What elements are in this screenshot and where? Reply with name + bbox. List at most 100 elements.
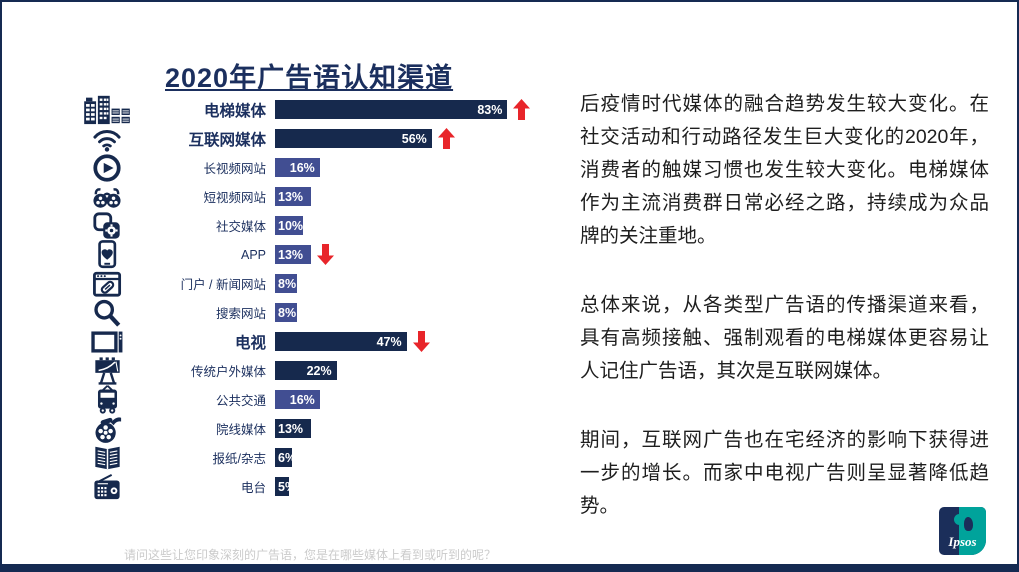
ipsos-logo: Ipsos xyxy=(939,507,986,555)
newspaper-icon xyxy=(80,443,134,472)
category-label: 电梯媒体 xyxy=(203,102,266,120)
bar-value-label: 13% xyxy=(278,421,304,436)
bar-value-label: 10% xyxy=(278,218,304,233)
chart-row: 社交媒体 10% xyxy=(80,211,550,240)
bar: 6% xyxy=(275,448,296,467)
social-media-icon xyxy=(80,211,134,241)
chart-row: 院线媒体 13% xyxy=(80,414,550,443)
film-reel-icon xyxy=(95,416,121,443)
film-reel-icon xyxy=(80,414,134,444)
trend-down-arrow-icon xyxy=(412,331,430,352)
bar: 83% xyxy=(275,100,508,119)
bar-value-label: 8% xyxy=(278,276,297,291)
news-portal-icon xyxy=(80,270,134,298)
bar: 56% xyxy=(275,129,432,148)
bar-value-label: 16% xyxy=(289,160,315,175)
bar-value-label: 5% xyxy=(278,479,297,494)
bus-icon xyxy=(80,384,134,415)
bar: 47% xyxy=(275,332,407,351)
chart-row: 电梯媒体 83% xyxy=(80,94,550,125)
footer-strip xyxy=(2,564,1017,570)
chart-row: 公共交通 16% xyxy=(80,385,550,414)
category-label: 互联网媒体 xyxy=(188,131,266,149)
search-icon xyxy=(80,298,134,328)
buildings-icon xyxy=(84,95,130,125)
chart-row: APP 13% xyxy=(80,240,550,269)
bar-value-label: 47% xyxy=(376,334,402,349)
bar: 16% xyxy=(275,390,320,409)
bar: 5% xyxy=(275,477,296,496)
trend-up-arrow xyxy=(437,128,455,149)
page-title: 2020年广告语认知渠道 xyxy=(165,63,454,94)
bar: 10% xyxy=(275,216,303,235)
chart-row: 短视频网站 13% xyxy=(80,182,550,211)
bar: 22% xyxy=(275,361,337,380)
play-video-icon xyxy=(93,153,121,182)
radio-icon xyxy=(94,473,120,499)
billboard-icon xyxy=(80,356,134,385)
survey-question-footnote: 请问这些让您印象深刻的广告语，您是在哪些媒体上看到或听到的呢？ xyxy=(124,548,497,562)
commentary-paragraph-3: 期间，互联网广告也在宅经济的影响下获得进一步的增长。而家中电视广告则呈显著降低趋… xyxy=(580,429,989,517)
binoculars-icon xyxy=(80,183,134,211)
search-icon xyxy=(94,299,121,327)
wifi-icon xyxy=(93,129,121,152)
bar-value-label: 6% xyxy=(278,450,297,465)
awareness-channel-bar-chart: 电梯媒体 83% 互联网媒体 56% 长视频网站 1 xyxy=(80,95,550,501)
binoculars-icon xyxy=(93,187,121,208)
trend-down-arrow xyxy=(412,331,430,352)
trend-up-arrow-icon xyxy=(437,128,455,149)
play-video-icon xyxy=(80,153,134,183)
chart-row: 传统户外媒体 22% xyxy=(80,356,550,385)
bar-value-label: 13% xyxy=(278,247,304,262)
category-label: APP xyxy=(240,247,266,262)
bar: 8% xyxy=(275,274,298,293)
bar-value-label: 83% xyxy=(477,102,503,117)
trend-down-arrow-icon xyxy=(317,244,335,265)
chart-row: 搜索网站 8% xyxy=(80,298,550,327)
logo-profile-right xyxy=(964,517,973,531)
category-label: 报纸/杂志 xyxy=(212,452,266,466)
chart-row: 门户 / 新闻网站 8% xyxy=(80,269,550,298)
commentary-panel: 后疫情时代媒体的融合趋势发生较大变化。在社交活动和行动路径发生巨大变化的2020… xyxy=(580,88,989,559)
wifi-icon xyxy=(80,126,134,152)
social-media-icon xyxy=(93,211,120,239)
buildings-icon xyxy=(80,94,134,125)
bar: 16% xyxy=(275,158,320,177)
chart-row: 长视频网站 16% xyxy=(80,153,550,182)
tv-icon xyxy=(80,328,134,356)
category-label: 电台 xyxy=(240,481,266,495)
bar-value-label: 8% xyxy=(278,305,297,320)
chart-row: 互联网媒体 56% xyxy=(80,124,550,153)
newspaper-icon xyxy=(94,446,120,470)
logo-wordmark: Ipsos xyxy=(948,534,977,549)
billboard-icon xyxy=(94,357,120,385)
logo-profile-left xyxy=(954,514,965,525)
bar-value-label: 22% xyxy=(306,363,332,378)
category-label: 搜索网站 xyxy=(215,307,266,321)
radio-icon xyxy=(80,473,134,501)
phone-app-icon xyxy=(80,239,134,270)
bar: 13% xyxy=(275,187,312,206)
trend-down-arrow xyxy=(317,244,335,265)
category-label: 公共交通 xyxy=(215,394,266,408)
category-label: 长视频网站 xyxy=(203,162,266,176)
category-label: 院线媒体 xyxy=(215,423,266,437)
category-label: 传统户外媒体 xyxy=(190,365,266,379)
commentary-paragraph-2: 总体来说，从各类型广告语的传播渠道来看，具有高频接触、强制观看的电梯媒体更容易让… xyxy=(580,294,989,382)
bar: 13% xyxy=(275,245,312,264)
chart-row: 报纸/杂志 6% xyxy=(80,443,550,472)
bar: 13% xyxy=(275,419,312,438)
chart-row: 电视 47% xyxy=(80,327,550,356)
chart-row: 电台 5% xyxy=(80,472,550,501)
commentary-paragraph-1: 后疫情时代媒体的融合趋势发生较大变化。在社交活动和行动路径发生巨大变化的2020… xyxy=(580,93,989,247)
trend-up-arrow xyxy=(513,99,531,120)
bar: 8% xyxy=(275,303,298,322)
category-label: 短视频网站 xyxy=(203,191,266,205)
category-label: 门户 / 新闻网站 xyxy=(180,278,266,292)
category-label: 电视 xyxy=(234,334,266,352)
phone-app-icon xyxy=(98,240,117,269)
trend-up-arrow-icon xyxy=(513,99,531,120)
bar-value-label: 13% xyxy=(278,189,304,204)
category-label: 社交媒体 xyxy=(215,220,266,234)
